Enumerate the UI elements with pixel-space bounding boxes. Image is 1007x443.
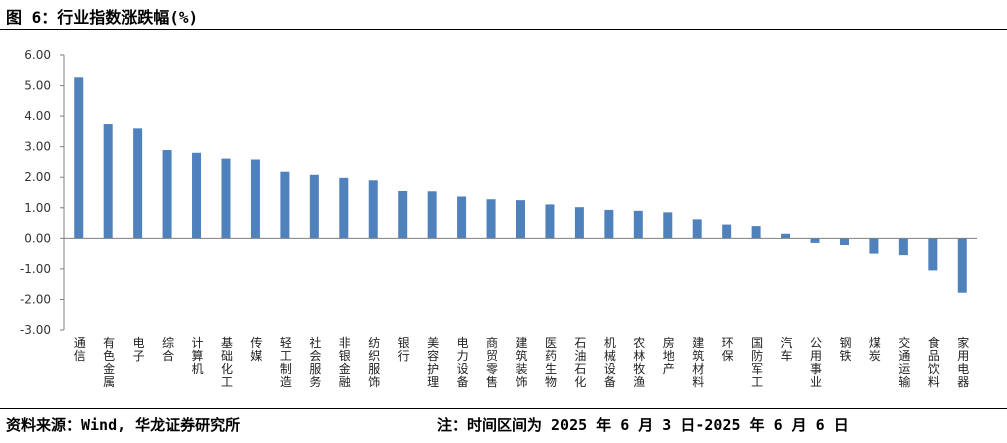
category-label: 房地产 (663, 335, 675, 376)
category-label: 机械设备 (604, 336, 616, 389)
category-label: 家用电器 (957, 335, 969, 389)
category-label: 社会服务 (309, 335, 321, 389)
bar (957, 238, 967, 293)
source-note: 资料来源：Wind, 华龙证券研究所 (6, 416, 241, 434)
category-label: 电子 (133, 336, 145, 363)
bar (810, 238, 820, 243)
bar (928, 238, 938, 271)
category-label: 电力设备 (457, 336, 469, 389)
y-tick-label: 6.00 (24, 48, 51, 62)
bar (192, 152, 202, 239)
category-label: 纺织服饰 (368, 336, 380, 389)
bar (722, 224, 732, 239)
y-tick-label: 4.00 (24, 109, 51, 123)
bar (427, 191, 437, 239)
y-tick-label: 5.00 (24, 79, 51, 93)
bar (133, 128, 143, 239)
category-label: 煤炭 (869, 336, 881, 363)
bar (457, 196, 467, 239)
category-label: 银行 (398, 336, 410, 363)
bar (280, 171, 290, 239)
y-tick-label: 3.00 (24, 140, 51, 154)
bar (545, 204, 555, 239)
category-label: 农林牧渔 (633, 336, 645, 389)
category-label: 医药生物 (545, 336, 557, 389)
category-label: 建筑装饰 (515, 336, 527, 389)
category-label: 轻工制造 (280, 336, 292, 389)
category-label: 石油石化 (574, 336, 586, 389)
figure-title: 图 6：行业指数涨跌幅(%) (6, 8, 199, 27)
category-label: 环保 (722, 336, 734, 363)
category-label: 商贸零售 (486, 335, 498, 389)
bar (869, 238, 879, 254)
category-label: 钢铁 (839, 336, 851, 363)
category-label: 汽车 (781, 335, 793, 363)
y-tick-label: 0.00 (24, 231, 51, 245)
bar-series (74, 77, 967, 293)
category-label: 非银金融 (339, 336, 351, 389)
category-label: 交通运输 (898, 335, 910, 389)
category-label: 基础化工 (221, 336, 233, 389)
category-label: 综合 (162, 336, 174, 363)
category-label: 国防军工 (751, 336, 763, 389)
y-tick-label: -2.00 (20, 292, 51, 306)
bar (162, 150, 172, 239)
y-tick-label: 2.00 (24, 170, 51, 184)
bar (309, 174, 319, 239)
bar (221, 158, 231, 239)
bar (516, 200, 525, 239)
bar (574, 207, 584, 239)
category-label: 美容护理 (427, 336, 439, 389)
bar (633, 210, 643, 239)
footer-divider (0, 408, 1007, 409)
bar (751, 226, 761, 239)
bar (368, 180, 378, 239)
bar (250, 159, 260, 239)
y-tick-label: -1.00 (20, 262, 51, 276)
bar (898, 238, 908, 256)
bar (604, 209, 614, 239)
y-tick-label: -3.00 (20, 323, 51, 337)
category-label: 计算机 (192, 336, 204, 376)
bar (74, 77, 84, 239)
bar (781, 233, 791, 239)
category-label: 有色金属 (103, 336, 115, 389)
bar (339, 177, 349, 239)
bar (692, 219, 702, 239)
category-label: 食品饮料 (928, 335, 940, 389)
bar-chart: 6.00 5.00 4.00 3.00 2.00 1.00 0.00 -1.00 -2.00 -3… (20, 48, 977, 389)
category-label: 通信 (74, 336, 86, 363)
category-label: 传媒 (250, 335, 262, 363)
period-note: 注：时间区间为 2025 年 6 月 3 日-2025 年 6 月 6 日 (437, 416, 849, 434)
y-tick-label: 1.00 (24, 201, 51, 215)
bar (839, 238, 849, 246)
category-label: 建筑材料 (692, 336, 704, 389)
bar (486, 199, 496, 239)
y-axis-ticks: 6.00 5.00 4.00 3.00 2.00 1.00 0.00 -1.00 -2.00 -3… (20, 48, 64, 337)
category-label: 公用事业 (810, 336, 822, 389)
bar (663, 212, 673, 239)
bar (103, 124, 113, 239)
bar (398, 190, 408, 239)
title-divider (0, 29, 1007, 30)
